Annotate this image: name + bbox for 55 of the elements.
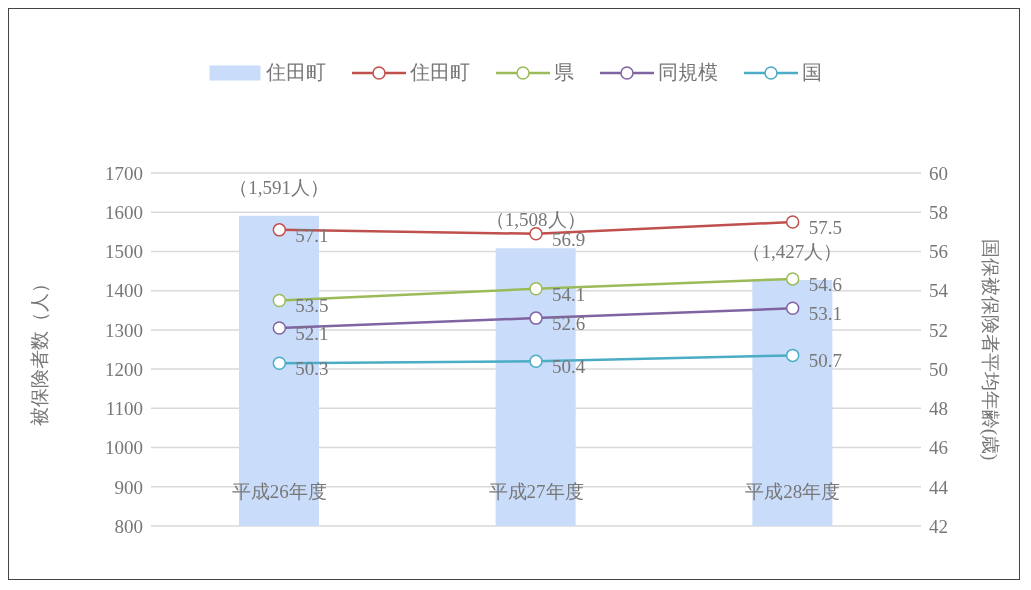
legend-label: 住田町 [266, 60, 326, 85]
y-tick-label: 1200 [105, 358, 143, 380]
y-tick-label: 1100 [105, 398, 143, 420]
legend-label: 国 [802, 60, 822, 85]
data-label: 53.5 [295, 295, 329, 317]
data-label: （1,427人） [742, 241, 843, 263]
point [529, 354, 543, 369]
x-tick-label: 平成26年度 [231, 481, 327, 502]
y-tick-label: 900 [114, 476, 143, 498]
data-label: （1,508人） [485, 209, 586, 231]
data-label: 57.5 [808, 217, 842, 239]
point [785, 301, 800, 316]
point [785, 215, 800, 229]
point [272, 356, 287, 370]
x-tick-label: 平成28年度 [745, 481, 841, 502]
point [272, 223, 287, 237]
y-tick-label: 1700 [105, 162, 143, 184]
point [272, 293, 287, 308]
legend-label: 同規模 [658, 60, 718, 85]
data-label: 53.1 [808, 303, 842, 325]
y-tick-label: 1300 [105, 319, 143, 341]
data-label: 54.6 [808, 273, 842, 295]
y2-tick-label: 50 [929, 358, 948, 380]
data-label: 52.6 [552, 313, 586, 335]
y2-tick-label: 58 [929, 201, 948, 223]
y-tick-label: 1000 [105, 437, 143, 459]
data-label: 52.1 [295, 322, 329, 344]
legend-label: 住田町 [410, 60, 470, 85]
data-label: 50.7 [808, 350, 842, 372]
data-label: 54.1 [552, 283, 586, 305]
point [785, 272, 800, 286]
data-label: 50.3 [295, 358, 329, 380]
y-axis-title: 被保険者数（人） [28, 273, 50, 426]
y2-axis-title: 国保被保険者平均年齢(歳) [979, 238, 1002, 461]
point [272, 321, 287, 335]
data-label: 56.9 [552, 228, 586, 250]
point [785, 348, 800, 363]
point [529, 311, 543, 325]
x-tick-label: 平成27年度 [488, 481, 584, 502]
y2-tick-label: 48 [929, 398, 948, 420]
data-label: （1,591人） [229, 176, 329, 198]
y-tick-label: 1600 [105, 201, 143, 223]
y2-tick-label: 46 [929, 437, 948, 459]
y2-tick-label: 44 [929, 476, 949, 498]
y-tick-label: 1500 [105, 241, 143, 263]
y2-tick-label: 52 [929, 319, 948, 341]
y2-tick-label: 60 [929, 162, 948, 184]
point [529, 281, 543, 296]
y-tick-label: 800 [114, 515, 143, 537]
y2-tick-label: 56 [929, 241, 948, 263]
y-tick-label: 1400 [105, 280, 143, 302]
y2-tick-label: 54 [929, 280, 949, 302]
y2-tick-label: 42 [929, 515, 948, 537]
legend-label: 県 [554, 60, 574, 85]
data-label: 50.4 [552, 356, 586, 378]
